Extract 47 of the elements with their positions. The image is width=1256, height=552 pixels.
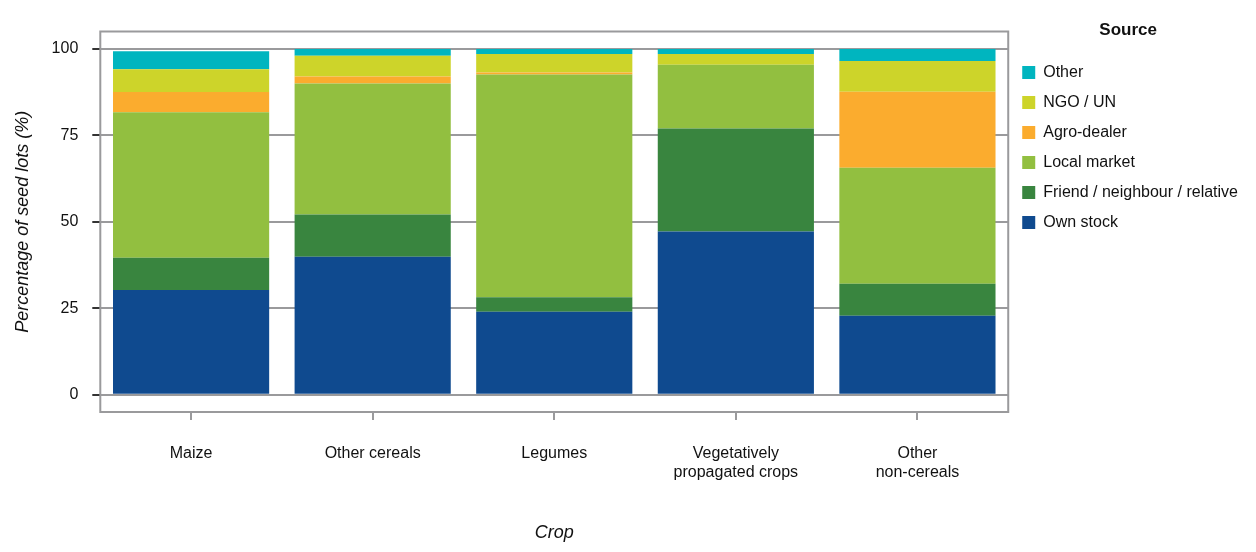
bar <box>113 92 270 113</box>
legend-title: Source <box>1099 20 1157 40</box>
bar <box>657 231 814 394</box>
bar <box>294 214 451 257</box>
bar <box>476 48 633 55</box>
x-tick-label: Legumes <box>521 444 588 462</box>
bar <box>839 48 996 61</box>
x-tick-label: Maize <box>169 444 213 462</box>
x-tick-label: Other non-cereals <box>875 444 960 481</box>
bar <box>839 167 996 284</box>
bar <box>113 51 270 70</box>
bar <box>294 48 451 56</box>
bar <box>113 112 270 258</box>
bar <box>294 256 451 394</box>
legend-label: Agro-dealer <box>1043 122 1128 140</box>
legend-label: Friend / neighbour / relative <box>1043 182 1239 200</box>
y-tick-label: 75 <box>60 125 79 143</box>
bar <box>294 55 451 77</box>
y-axis-title: Percentage of seed lots (%) <box>11 110 32 333</box>
bar <box>113 289 270 394</box>
bar <box>839 283 996 316</box>
bar <box>839 315 996 394</box>
bar <box>657 48 814 55</box>
x-axis-title: Crop <box>534 522 574 543</box>
x-tick-label: Other cereals <box>324 444 421 462</box>
bar <box>294 83 451 215</box>
bar <box>839 91 996 168</box>
bar <box>113 257 270 290</box>
bar <box>476 74 633 298</box>
bar <box>657 128 814 232</box>
bar <box>113 69 270 93</box>
legend-label: Other <box>1043 62 1084 80</box>
x-tick-label: Vegetatively propagated crops <box>673 444 799 481</box>
bar <box>657 54 814 65</box>
y-tick-label: 0 <box>69 385 79 403</box>
y-tick-label: 25 <box>60 298 79 316</box>
bar <box>476 297 633 312</box>
bar <box>476 54 633 73</box>
legend-label: Own stock <box>1043 212 1119 230</box>
y-tick-label: 50 <box>60 212 79 230</box>
bar <box>476 311 633 394</box>
bar <box>476 72 633 75</box>
bar <box>657 64 814 129</box>
legend-label: Local market <box>1043 152 1136 170</box>
y-tick-label: 100 <box>51 39 79 57</box>
legend-label: NGO / UN <box>1043 92 1117 110</box>
bar <box>839 61 996 92</box>
